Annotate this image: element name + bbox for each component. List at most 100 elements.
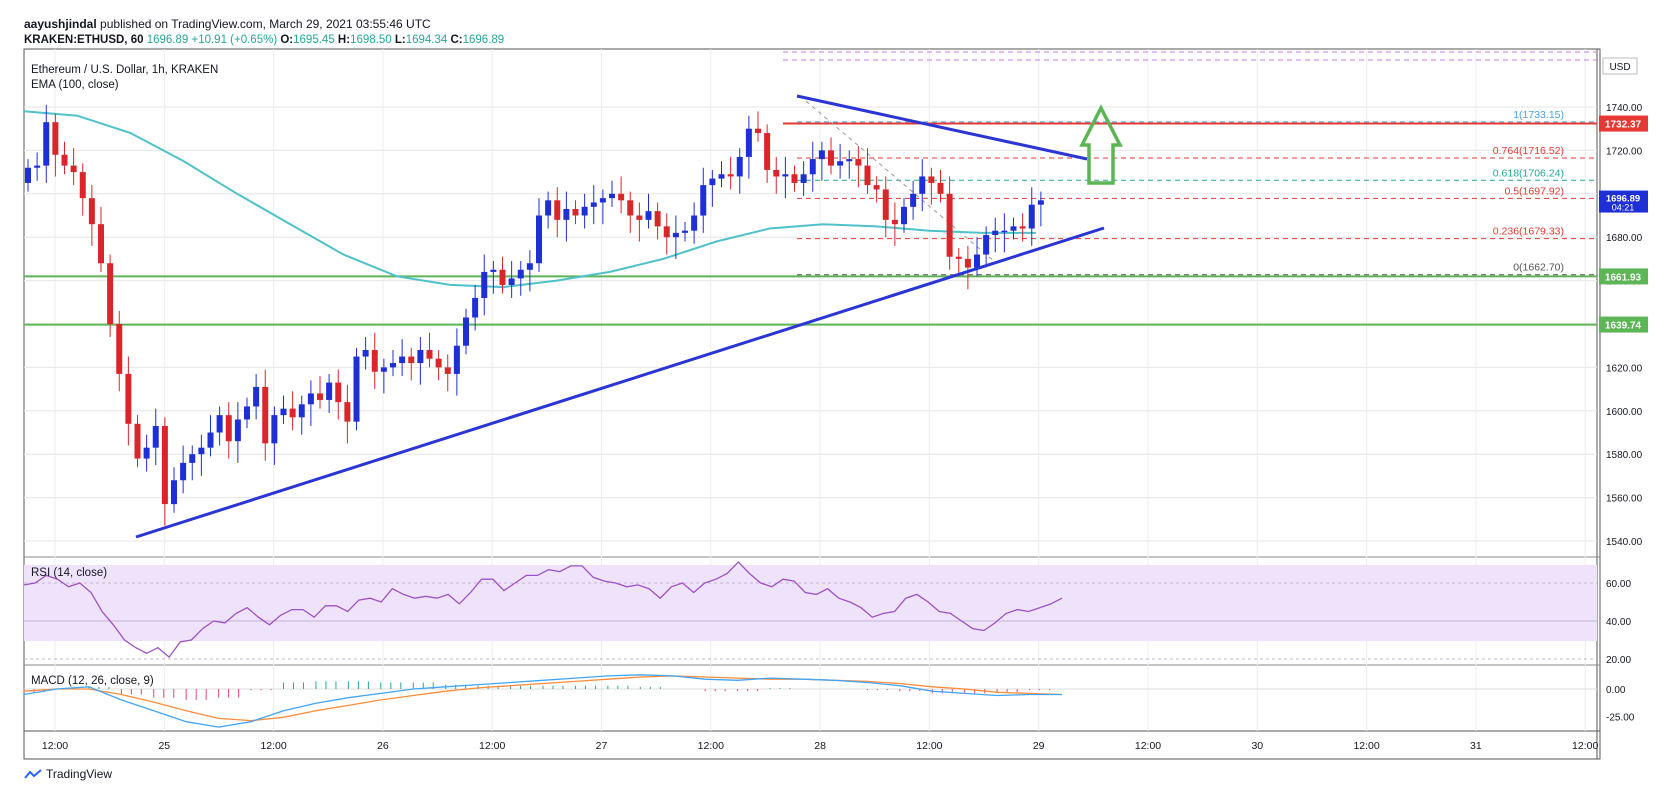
candle-body[interactable] (435, 358, 442, 368)
candle-body[interactable] (317, 393, 323, 400)
candle-body[interactable] (964, 258, 971, 268)
candle-body[interactable] (1001, 230, 1008, 233)
candle-body[interactable] (782, 174, 789, 177)
candle-body[interactable] (216, 415, 223, 433)
candle-body[interactable] (253, 386, 260, 407)
candle-body[interactable] (380, 367, 387, 372)
candle-body[interactable] (271, 415, 278, 444)
candle-body[interactable] (691, 215, 698, 231)
candle-body[interactable] (481, 271, 488, 298)
candle-body[interactable] (207, 432, 214, 448)
candle-body[interactable] (499, 269, 506, 285)
candle-body[interactable] (25, 167, 31, 183)
candle-body[interactable] (353, 356, 360, 422)
candle-body[interactable] (234, 419, 241, 442)
candle-body[interactable] (472, 297, 479, 318)
candle-body[interactable] (490, 269, 497, 272)
candle-body[interactable] (736, 156, 743, 177)
candle-body[interactable] (809, 159, 816, 175)
candle-body[interactable] (426, 350, 433, 359)
candle-body[interactable] (663, 226, 670, 238)
candle-body[interactable] (818, 150, 825, 160)
candle-body[interactable] (335, 382, 342, 403)
candle-body[interactable] (700, 185, 707, 216)
candle-body[interactable] (955, 256, 962, 259)
candle-body[interactable] (572, 208, 579, 216)
candle-body[interactable] (910, 193, 917, 207)
candle-body[interactable] (444, 367, 451, 374)
candle-body[interactable] (262, 386, 269, 444)
candle-body[interactable] (70, 165, 77, 173)
candle-body[interactable] (362, 350, 369, 357)
candle-body[interactable] (837, 161, 844, 166)
candle-body[interactable] (143, 447, 150, 459)
candle-body[interactable] (134, 423, 141, 459)
candle-body[interactable] (116, 324, 123, 374)
falling-trendline[interactable] (796, 94, 1088, 161)
candle-body[interactable] (873, 185, 880, 190)
candle-body[interactable] (298, 404, 305, 418)
candle-body[interactable] (1010, 226, 1017, 231)
candle-body[interactable] (390, 363, 396, 368)
candle-body[interactable] (225, 415, 232, 442)
candle-body[interactable] (463, 317, 469, 346)
candle-body[interactable] (326, 382, 333, 400)
candle-body[interactable] (937, 182, 944, 194)
candle-body[interactable] (581, 206, 588, 216)
candle-body[interactable] (152, 425, 159, 448)
candle-body[interactable] (526, 263, 533, 270)
candle-body[interactable] (709, 178, 716, 186)
candle-body[interactable] (755, 128, 761, 134)
candle-body[interactable] (79, 172, 86, 199)
candle-body[interactable] (280, 408, 287, 416)
candle-body[interactable] (590, 202, 597, 207)
candle-body[interactable] (745, 128, 752, 157)
candle-body[interactable] (171, 480, 177, 505)
candle-body[interactable] (88, 198, 95, 225)
candle-body[interactable] (974, 254, 980, 268)
candle-body[interactable] (1028, 204, 1035, 229)
tradingview-brand[interactable]: TradingView (24, 767, 112, 781)
candle-body[interactable] (864, 165, 871, 186)
candle-body[interactable] (545, 200, 552, 216)
candle-body[interactable] (992, 230, 999, 236)
candle-body[interactable] (417, 350, 424, 364)
candle-body[interactable] (508, 278, 515, 285)
candle-body[interactable] (846, 159, 853, 162)
candle-body[interactable] (1019, 226, 1026, 229)
candle-body[interactable] (180, 462, 187, 481)
candle-body[interactable] (107, 263, 114, 324)
candle-body[interactable] (554, 200, 561, 220)
candle-body[interactable] (563, 208, 570, 220)
candle-body[interactable] (764, 133, 771, 170)
candle-body[interactable] (34, 165, 41, 168)
candle-body[interactable] (536, 215, 542, 264)
candle-body[interactable] (636, 215, 643, 220)
candle-body[interactable] (43, 122, 50, 166)
candle-body[interactable] (645, 211, 652, 220)
candle-body[interactable] (189, 454, 196, 463)
candle-body[interactable] (161, 425, 168, 505)
candle-body[interactable] (517, 269, 524, 279)
candle-body[interactable] (289, 408, 296, 418)
candle-body[interactable] (399, 356, 406, 364)
candle-body[interactable] (919, 176, 926, 194)
candle-body[interactable] (855, 159, 862, 166)
candle-body[interactable] (928, 176, 935, 183)
candle-body[interactable] (654, 211, 661, 227)
candle-body[interactable] (672, 232, 679, 238)
candle-body[interactable] (800, 174, 807, 183)
candle-body[interactable] (828, 150, 834, 166)
candle-body[interactable] (983, 235, 990, 255)
candle-body[interactable] (1037, 200, 1044, 205)
candle-body[interactable] (891, 219, 898, 225)
candle-body[interactable] (198, 447, 205, 455)
candle-body[interactable] (599, 198, 606, 203)
candle-body[interactable] (609, 193, 615, 199)
candle-body[interactable] (901, 206, 907, 225)
candle-body[interactable] (773, 169, 780, 177)
candle-body[interactable] (882, 189, 889, 220)
candle-body[interactable] (125, 373, 132, 424)
candle-body[interactable] (946, 193, 953, 257)
